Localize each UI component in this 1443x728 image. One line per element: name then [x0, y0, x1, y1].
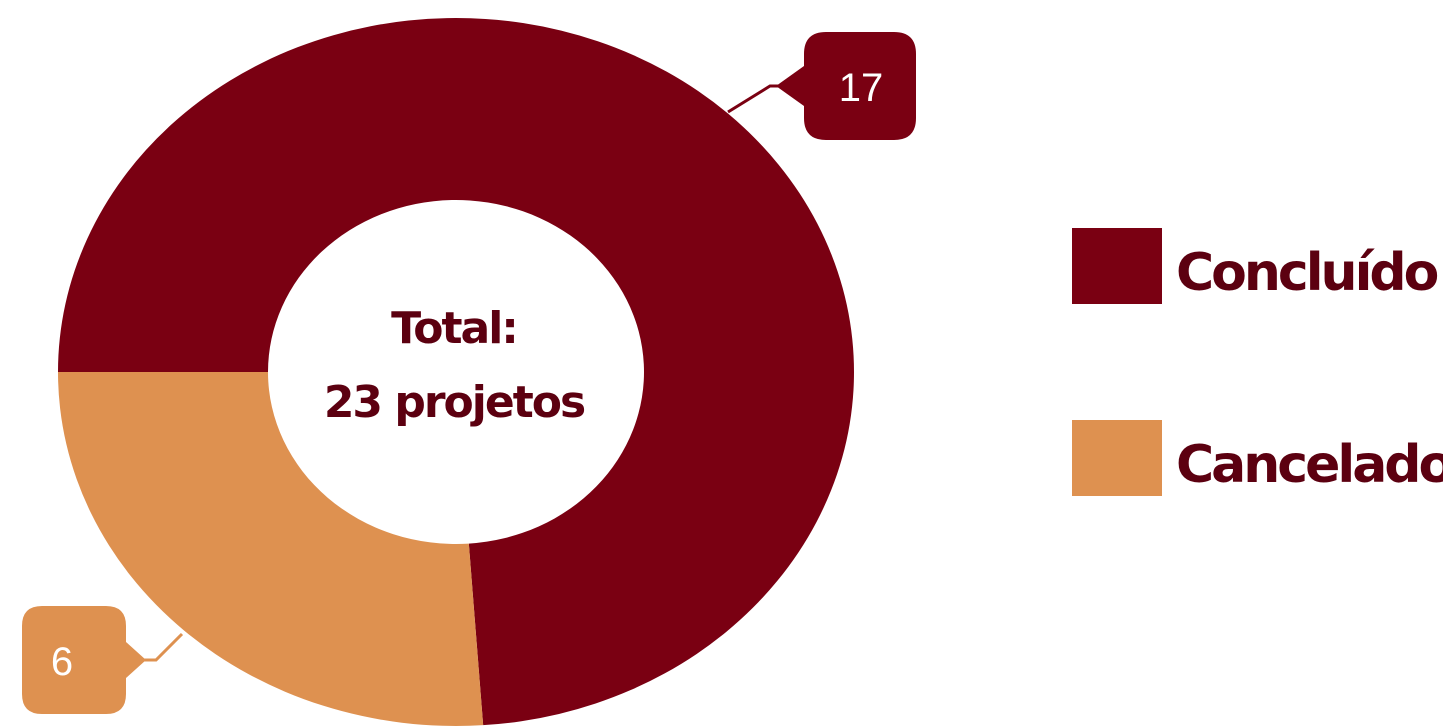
center-label-line-1: Total:	[391, 303, 517, 354]
legend-swatch-cancelado	[1072, 420, 1162, 496]
legend-label-concluido: Concluído	[1176, 243, 1438, 303]
legend: Concluído Cancelado	[1072, 228, 1443, 496]
callout-cancelado: 6	[22, 606, 184, 714]
callout-leader-cancelado	[136, 632, 184, 662]
legend-label-cancelado: Cancelado	[1176, 435, 1443, 495]
data-label-cancelado: 6	[51, 640, 73, 684]
legend-swatch-concluido	[1072, 228, 1162, 304]
callout-box-cancelado	[22, 606, 146, 714]
legend-item-concluido: Concluído	[1072, 228, 1441, 304]
legend-item-cancelado: Cancelado	[1072, 420, 1443, 496]
callout-concluido: 17	[727, 32, 916, 140]
center-label-line-2: 23 projetos	[324, 377, 585, 428]
slice-cancelado	[58, 372, 484, 726]
data-label-concluido: 17	[839, 66, 884, 110]
donut-slices	[58, 18, 855, 726]
center-label: Total: 23 projetos	[324, 303, 587, 428]
slice-concluido	[58, 18, 855, 726]
callout-box-concluido	[776, 32, 916, 140]
